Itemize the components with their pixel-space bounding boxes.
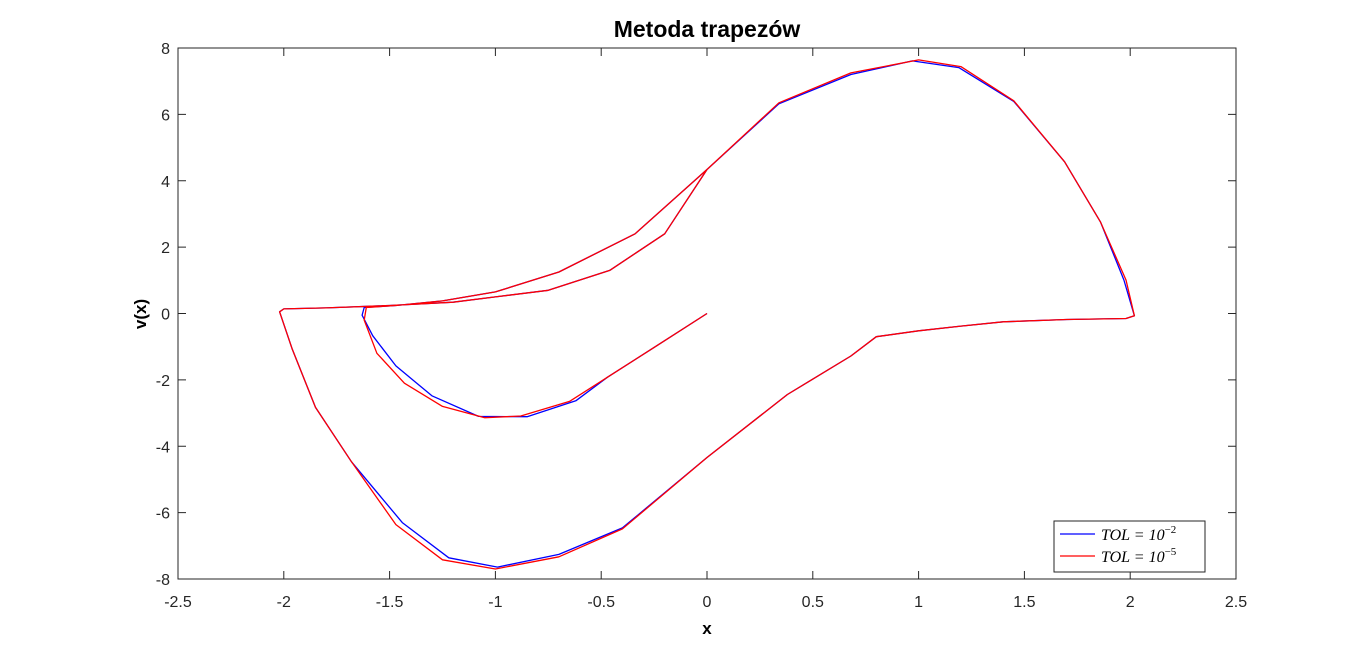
x-tick-label: -2.5 [164,594,192,611]
y-axis-label: v(x) [131,299,150,329]
x-tick-label: 2.5 [1225,594,1247,611]
x-tick-label: 0.5 [802,594,824,611]
legend: TOL = 10−2 TOL = 10−5 [1053,520,1206,573]
x-tick-label: -1 [488,594,502,611]
y-tick-label: -2 [156,373,170,390]
y-tick-label: 6 [161,107,170,124]
legend-label-series-2: TOL = 10−5 [1101,546,1177,566]
y-tick-label: -4 [156,439,170,456]
y-tick-label: 2 [161,240,170,257]
legend-box [1053,520,1206,573]
y-tick-label: -6 [156,506,170,523]
x-tick-label: 2 [1126,594,1135,611]
x-tick-label: -2 [277,594,291,611]
series-line-2 [278,59,1136,570]
x-axis-ticks: -2.5 -2 -1.5 -1 -0.5 0 0.5 1 1.5 2 2.5 [164,48,1247,611]
x-tick-label: 1.5 [1013,594,1035,611]
y-tick-label: 4 [161,174,170,191]
x-tick-label: 0 [703,594,712,611]
x-axis-label: x [702,619,712,638]
y-tick-label: -8 [156,572,170,589]
y-tick-label: 0 [161,307,170,324]
x-tick-label: -1.5 [376,594,404,611]
chart-title: Metoda trapezów [614,16,801,42]
y-tick-label: 8 [161,41,170,58]
x-tick-label: -0.5 [587,594,615,611]
legend-label-series-1: TOL = 10−2 [1101,524,1176,544]
y-axis-ticks: -8 -6 -4 -2 0 2 4 6 8 [156,41,1236,589]
series-layer [278,59,1136,570]
x-tick-label: 1 [914,594,923,611]
